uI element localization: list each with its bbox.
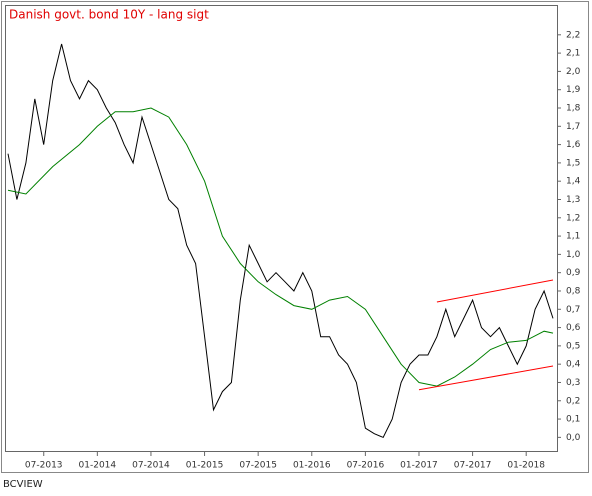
x-tick-label: 01-2014 (79, 461, 117, 471)
x-tick-label: 07-2017 (454, 461, 492, 471)
y-tick-label: 1,0 (566, 250, 581, 260)
y-tick-label: 0,4 (566, 360, 581, 370)
y-tick-label: 0,2 (566, 396, 580, 406)
chart-title: Danish govt. bond 10Y - lang sigt (9, 8, 209, 22)
y-tick-label: 0,6 (566, 323, 581, 333)
y-tick-label: 1,2 (566, 213, 580, 223)
y-tick-label: 0,3 (566, 378, 580, 388)
y-tick-label: 0,9 (566, 268, 581, 278)
y-tick-label: 2,1 (566, 49, 580, 59)
series-line (7, 107, 554, 387)
y-tick-label: 1,3 (566, 195, 580, 205)
series-line (436, 279, 554, 303)
x-tick-label: 01-2017 (400, 461, 438, 471)
x-tick-label: 07-2016 (347, 461, 385, 471)
x-tick-label: 07-2015 (239, 461, 277, 471)
y-tick-label: 0,8 (566, 286, 581, 296)
y-tick-label: 2,0 (566, 67, 581, 77)
plot-frame (5, 5, 558, 452)
y-tick-label: 1,9 (566, 85, 581, 95)
series-line (418, 365, 554, 391)
y-tick-label: 1,1 (566, 232, 580, 242)
y-tick-label: 1,6 (566, 140, 581, 150)
y-tick-label: 0,0 (566, 433, 581, 443)
x-tick-label: 01-2016 (293, 461, 331, 471)
y-tick-label: 1,5 (566, 158, 580, 168)
x-tick-label: 07-2013 (25, 461, 63, 471)
y-tick-label: 0,1 (566, 415, 580, 425)
x-tick-label: 07-2014 (132, 461, 170, 471)
y-tick-label: 2,2 (566, 30, 580, 40)
y-tick-label: 0,7 (566, 305, 580, 315)
y-tick-label: 1,7 (566, 122, 580, 132)
y-tick-label: 0,5 (566, 341, 580, 351)
outer-frame (1, 1, 589, 473)
x-tick-label: 01-2015 (186, 461, 224, 471)
x-tick-label: 01-2018 (507, 461, 545, 471)
series-line (7, 43, 554, 439)
y-tick-label: 1,8 (566, 104, 581, 114)
y-tick-label: 1,4 (566, 177, 581, 187)
source-label: BCVIEW (3, 479, 43, 490)
